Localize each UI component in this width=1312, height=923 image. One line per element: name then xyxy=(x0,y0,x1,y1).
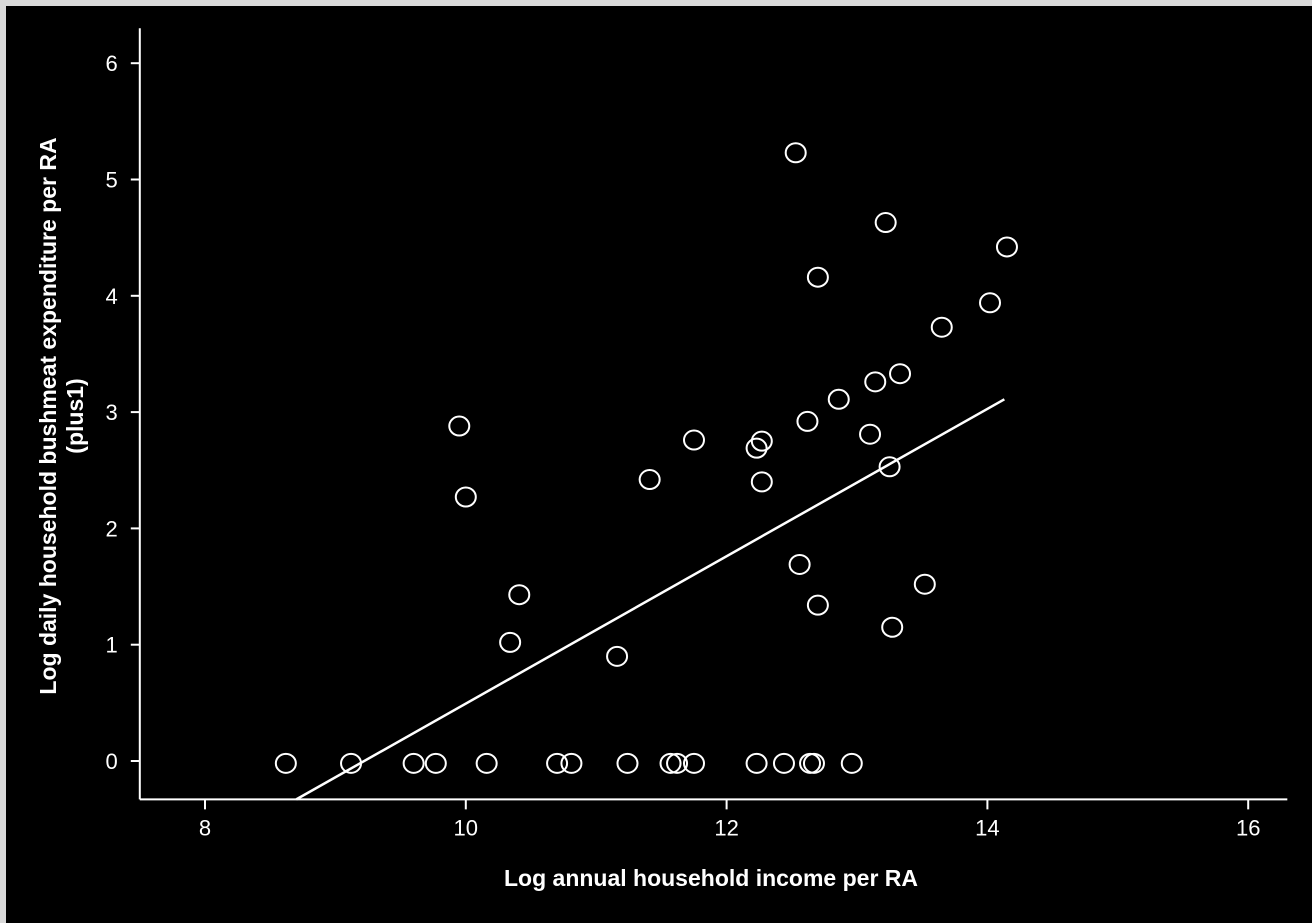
data-point xyxy=(659,752,682,774)
x-tick-label: 8 xyxy=(199,815,211,840)
data-point xyxy=(864,371,887,393)
y-tick-label: 1 xyxy=(106,633,118,658)
y-tick-label: 6 xyxy=(106,51,118,76)
data-point xyxy=(546,752,569,774)
data-points xyxy=(274,142,1018,774)
data-point xyxy=(859,423,882,445)
x-tick-label: 16 xyxy=(1236,815,1260,840)
data-point xyxy=(874,212,897,234)
data-point xyxy=(806,594,829,616)
data-point xyxy=(508,584,531,606)
data-point xyxy=(745,752,768,774)
data-point xyxy=(750,430,773,452)
y-axis-title-line1: Log daily household bushmeat expenditure… xyxy=(35,137,61,694)
data-point xyxy=(772,752,795,774)
data-point xyxy=(606,645,629,667)
data-point xyxy=(806,266,829,288)
x-tick-label: 10 xyxy=(454,815,478,840)
data-point xyxy=(878,456,901,478)
y-tick-label: 2 xyxy=(106,516,118,541)
x-tick-label: 12 xyxy=(714,815,738,840)
data-point xyxy=(448,415,471,437)
data-point xyxy=(402,752,425,774)
data-point xyxy=(560,752,583,774)
y-tick-label: 4 xyxy=(106,284,118,309)
y-tick-label: 0 xyxy=(106,749,118,774)
data-point xyxy=(796,410,819,432)
data-point xyxy=(745,437,768,459)
data-point xyxy=(889,363,912,385)
data-point xyxy=(913,573,936,595)
y-tick-label: 3 xyxy=(106,400,118,425)
data-point xyxy=(274,752,297,774)
axes xyxy=(138,28,1288,801)
data-point xyxy=(802,752,825,774)
data-point xyxy=(424,752,447,774)
data-point xyxy=(995,236,1018,258)
y-axis-title-line2: (plus1) xyxy=(62,378,88,453)
data-point xyxy=(750,471,773,493)
data-point xyxy=(340,752,363,774)
data-point xyxy=(683,752,705,774)
chart-frame: 8 10 12 14 16 0 1 2 3 4 5 6 Log annual household in… xyxy=(6,6,1312,923)
data-point xyxy=(666,752,689,774)
data-point xyxy=(881,616,904,638)
fit-line-group xyxy=(295,398,1005,801)
data-point xyxy=(784,142,807,164)
data-point xyxy=(788,553,811,575)
data-point xyxy=(616,752,639,774)
x-axis-title: Log annual household income per RA xyxy=(504,865,918,891)
data-point xyxy=(454,486,477,508)
y-axis-title: Log daily household bushmeat expenditure… xyxy=(35,137,88,694)
data-point xyxy=(499,631,522,653)
y-tick-label: 5 xyxy=(106,168,118,193)
data-point xyxy=(827,388,850,410)
data-point xyxy=(638,469,661,491)
regression-line xyxy=(295,398,1005,801)
x-tick-label: 14 xyxy=(975,815,999,840)
data-point xyxy=(930,316,953,338)
data-point xyxy=(979,292,1002,314)
data-point xyxy=(683,429,705,451)
data-point xyxy=(840,752,863,774)
data-point xyxy=(475,752,498,774)
